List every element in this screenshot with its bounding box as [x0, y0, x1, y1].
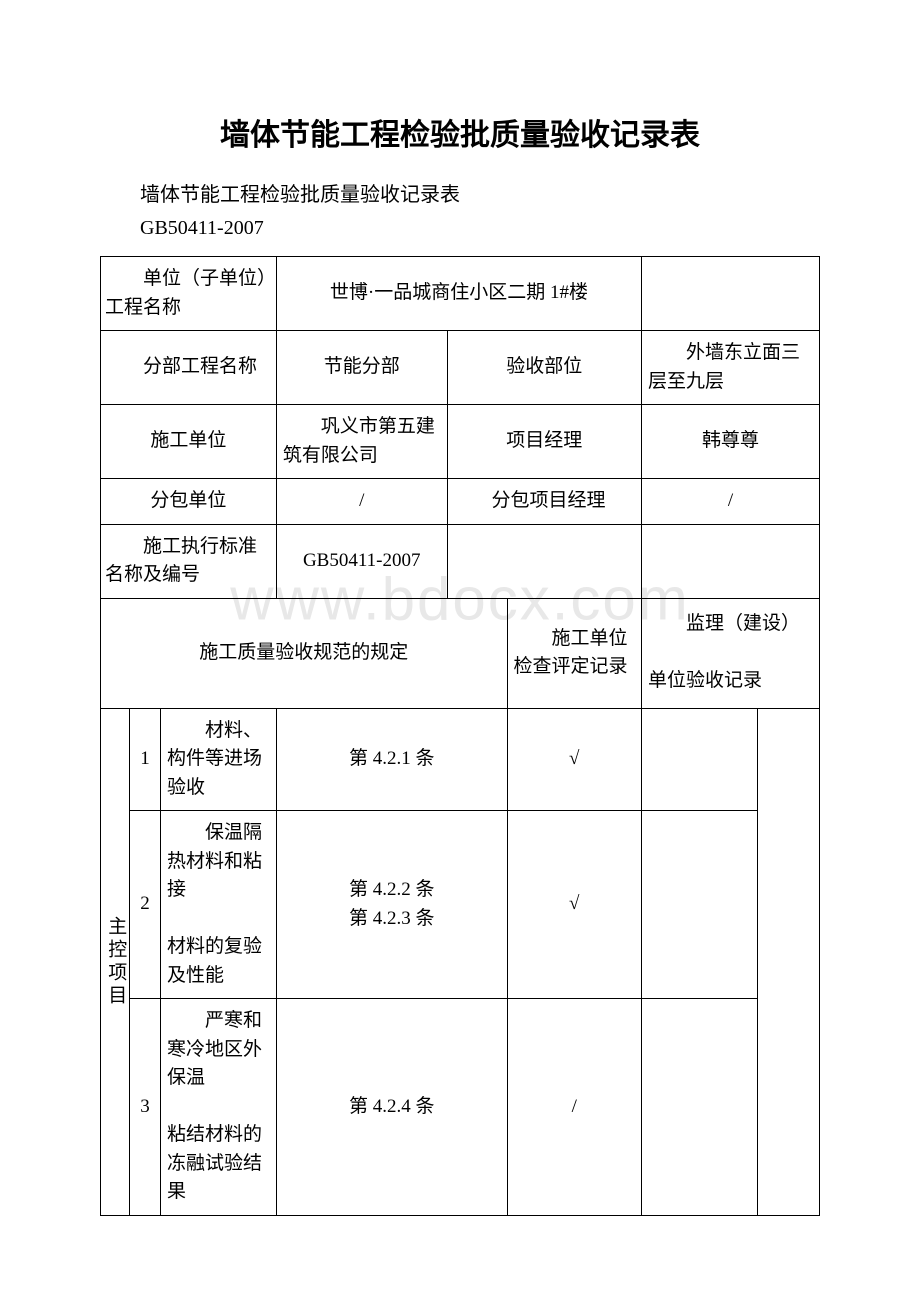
standard-code: GB50411-2007 — [100, 217, 820, 240]
item-check: √ — [507, 708, 641, 811]
empty-cell — [642, 524, 820, 598]
acceptance-part-label: 验收部位 — [447, 331, 641, 405]
item-row: 3 严寒和寒冷地区外保温 粘结材料的冻融试验结果 第 4.2.4 条 / — [101, 999, 820, 1216]
supervision-header: 监理（建设） 单位验收记录 — [642, 598, 820, 708]
table-row: 分包单位 / 分包项目经理 / — [101, 479, 820, 525]
table-row: 单位（子单位）工程名称 世博·一品城商住小区二期 1#楼 — [101, 257, 820, 331]
item-number: 1 — [129, 708, 160, 811]
subproject-value: 节能分部 — [276, 331, 447, 405]
table-row: 施工执行标准名称及编号 GB50411-2007 — [101, 524, 820, 598]
item-ref: 第 4.2.4 条 — [276, 999, 507, 1216]
project-manager-value: 韩尊尊 — [642, 405, 820, 479]
unit-name-label: 单位（子单位）工程名称 — [101, 257, 277, 331]
project-manager-label: 项目经理 — [447, 405, 641, 479]
page-title: 墙体节能工程检验批质量验收记录表 — [100, 110, 820, 154]
empty-cell — [642, 257, 820, 331]
empty-cell — [642, 708, 758, 811]
item-name: 保温隔热材料和粘接 材料的复验及性能 — [160, 811, 276, 999]
unit-name-value: 世博·一品城商住小区二期 1#楼 — [276, 257, 641, 331]
construction-check-header: 施工单位检查评定记录 — [507, 598, 641, 708]
item-row: 主控项目 1 材料、构件等进场验收 第 4.2.1 条 √ — [101, 708, 820, 811]
item-number: 2 — [129, 811, 160, 999]
empty-cell — [642, 811, 758, 999]
item-name: 材料、构件等进场验收 — [160, 708, 276, 811]
inspection-table: 单位（子单位）工程名称 世博·一品城商住小区二期 1#楼 分部工程名称 节能分部… — [100, 256, 820, 1216]
empty-cell — [642, 999, 758, 1216]
construction-unit-label: 施工单位 — [101, 405, 277, 479]
item-check: / — [507, 999, 641, 1216]
acceptance-part-value: 外墙东立面三层至九层 — [642, 331, 820, 405]
subcontract-unit-label: 分包单位 — [101, 479, 277, 525]
empty-cell — [757, 708, 819, 1215]
main-control-label: 主控项目 — [101, 708, 130, 1215]
subcontract-pm-label: 分包项目经理 — [447, 479, 641, 525]
table-row: 分部工程名称 节能分部 验收部位 外墙东立面三层至九层 — [101, 331, 820, 405]
exec-standard-label: 施工执行标准名称及编号 — [101, 524, 277, 598]
item-check: √ — [507, 811, 641, 999]
exec-standard-value: GB50411-2007 — [276, 524, 447, 598]
table-row: 施工单位 巩义市第五建筑有限公司 项目经理 韩尊尊 — [101, 405, 820, 479]
spec-header: 施工质量验收规范的规定 — [101, 598, 508, 708]
section-header-row: 施工质量验收规范的规定 施工单位检查评定记录 监理（建设） 单位验收记录 — [101, 598, 820, 708]
item-ref: 第 4.2.2 条 第 4.2.3 条 — [276, 811, 507, 999]
empty-cell — [447, 524, 641, 598]
subcontract-pm-value: / — [642, 479, 820, 525]
document-content: 墙体节能工程检验批质量验收记录表 墙体节能工程检验批质量验收记录表 GB5041… — [0, 0, 920, 1216]
item-ref: 第 4.2.1 条 — [276, 708, 507, 811]
item-row: 2 保温隔热材料和粘接 材料的复验及性能 第 4.2.2 条 第 4.2.3 条… — [101, 811, 820, 999]
item-number: 3 — [129, 999, 160, 1216]
construction-unit-value: 巩义市第五建筑有限公司 — [276, 405, 447, 479]
subproject-label: 分部工程名称 — [101, 331, 277, 405]
subcontract-unit-value: / — [276, 479, 447, 525]
subtitle-text: 墙体节能工程检验批质量验收记录表 — [100, 178, 820, 207]
item-name: 严寒和寒冷地区外保温 粘结材料的冻融试验结果 — [160, 999, 276, 1216]
